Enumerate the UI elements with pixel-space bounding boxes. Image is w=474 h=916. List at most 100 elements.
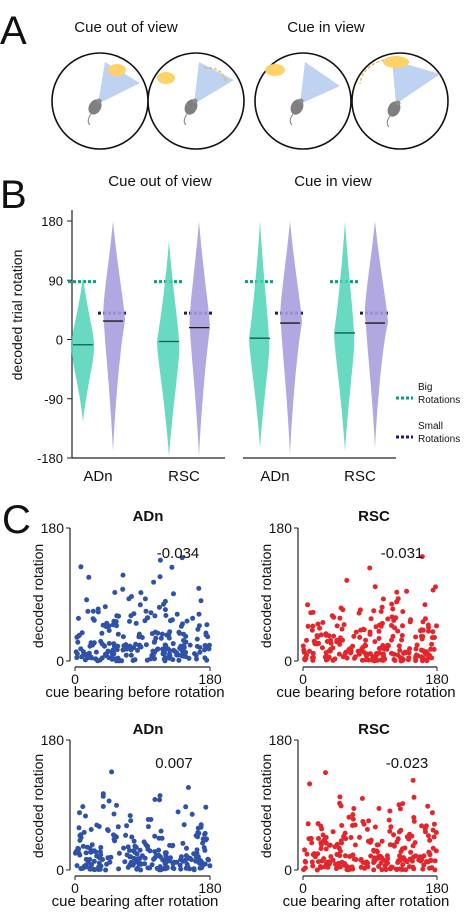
scatter-point (204, 622, 210, 628)
legend-big-label-2: Rotations (418, 395, 460, 406)
scatter-point (422, 829, 428, 835)
scatter-point (129, 834, 135, 840)
scatter-point (390, 606, 396, 612)
scatter-point (126, 596, 132, 602)
scatter-point (94, 822, 100, 828)
scatter-point (200, 863, 206, 868)
arena-diagram (51, 52, 149, 150)
scatter-y-tick-label: 180 (41, 732, 65, 748)
scatter-point (392, 658, 398, 663)
scatter-point (180, 858, 186, 864)
violin-small-rotations (280, 221, 302, 455)
scatter-point (411, 818, 417, 824)
scatter-point (131, 838, 137, 844)
scatter-point (202, 847, 208, 853)
scatter-y-tick-label: 0 (284, 862, 292, 878)
scatter-point (368, 651, 373, 657)
scatter-point (420, 634, 426, 640)
scatter-point (310, 852, 316, 858)
scatter-point (120, 647, 126, 653)
scatter-point (387, 828, 393, 834)
scatter-point (157, 797, 162, 803)
scatter-x-tick-label: 0 (71, 671, 79, 687)
scatter-point (127, 813, 133, 819)
scatter-title: ADn (133, 721, 164, 738)
scatter-point (145, 865, 151, 871)
scatter-point (400, 609, 406, 615)
scatter-point (326, 633, 332, 639)
scatter-point (426, 654, 432, 660)
scatter-point (364, 859, 370, 865)
scatter-point (419, 647, 424, 653)
scatter-point (207, 863, 213, 869)
scatter-point (76, 825, 82, 831)
scatter-point (357, 634, 363, 640)
scatter-point (80, 804, 86, 810)
violin-y-tick-label: 90 (49, 273, 63, 288)
scatter-point (143, 608, 149, 614)
scatter-point (160, 857, 166, 863)
scatter-point (149, 655, 155, 661)
scatter-point (100, 804, 106, 809)
scatter-point (95, 606, 101, 612)
violin-y-tick-label: -180 (37, 451, 63, 466)
scatter-point (422, 616, 428, 622)
scatter-point (413, 634, 419, 640)
scatter-point (93, 849, 99, 855)
scatter-point (111, 618, 117, 624)
scatter-point (398, 658, 404, 664)
scatter-point (429, 641, 435, 647)
arena-diagram (254, 52, 352, 150)
scatter-point (352, 842, 358, 848)
mouse-icon (87, 98, 102, 126)
scatter-point (103, 867, 109, 873)
scatter-point (382, 656, 388, 662)
scatter-point (78, 832, 84, 838)
scatter-point (323, 650, 329, 656)
scatter-point (142, 618, 148, 624)
scatter-point (305, 623, 311, 629)
scatter-point (387, 808, 393, 814)
scatter-point (362, 642, 368, 648)
scatter-point (304, 637, 309, 643)
scatter-point (323, 770, 328, 776)
scatter-point (309, 627, 315, 633)
scatter-point (429, 865, 435, 871)
scatter-point (349, 866, 355, 872)
scatter-point (156, 835, 162, 841)
scatter-point (116, 866, 122, 872)
scatter-point (88, 849, 94, 855)
scatter-point (170, 657, 176, 663)
scatter-point (406, 836, 412, 842)
scatter-point (142, 861, 148, 867)
scatter-point (363, 637, 369, 643)
scatter-point (109, 651, 115, 657)
scatter-point (194, 850, 200, 856)
scatter-point (330, 657, 336, 663)
scatter-point (411, 794, 417, 800)
scatter-point (391, 843, 397, 849)
scatter-x-tick-label: 0 (299, 880, 307, 896)
scatter-point (432, 635, 437, 640)
scatter-point (194, 656, 199, 662)
scatter-point (167, 629, 173, 635)
scatter-point (86, 574, 92, 580)
scatter-point (310, 609, 316, 615)
scatter-point (397, 853, 403, 859)
scatter-point (156, 604, 162, 610)
violin-y-tick-label: 0 (56, 333, 63, 348)
scatter-point (376, 864, 382, 869)
scatter-point (112, 590, 118, 595)
cue-card (108, 64, 126, 76)
scatter-point (152, 638, 158, 644)
scatter-title: RSC (358, 508, 390, 525)
scatter-point (155, 646, 161, 652)
scatter-point (206, 646, 212, 652)
scatter-point (307, 781, 313, 787)
scatter-point (358, 857, 364, 863)
panel-a-title-right: Cue in view (287, 19, 365, 36)
scatter-point (318, 823, 324, 829)
scatter-point (79, 630, 85, 636)
scatter-point (358, 864, 364, 870)
panel-a-title-left: Cue out of view (74, 19, 178, 36)
